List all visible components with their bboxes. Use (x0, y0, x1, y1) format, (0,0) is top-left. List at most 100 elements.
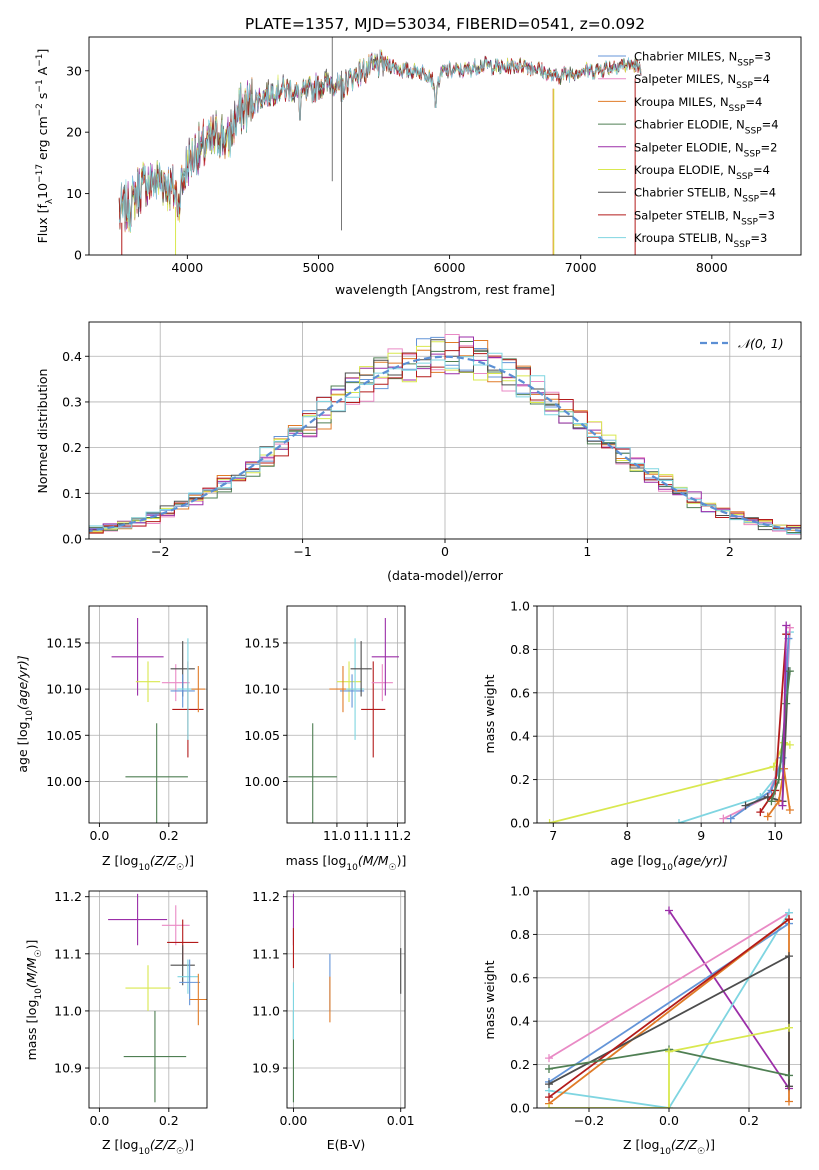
y-axis-label: Normed distribution (35, 369, 50, 494)
y-tick-label: 10.00 (46, 774, 82, 789)
weight-marker (665, 1104, 673, 1108)
x-tick-label: 5000 (303, 260, 335, 275)
x-tick-label: 0.0 (89, 1113, 109, 1128)
weight-line (549, 1026, 790, 1108)
x-axis-label: Z [log10(Z/Z☉)] (623, 1137, 715, 1157)
x-axis-label: wavelength [Angstrom, rest frame] (335, 282, 555, 297)
errorbar-point-chabrier-miles (339, 674, 365, 708)
weight-line (549, 741, 791, 823)
figure-title: PLATE=1357, MJD=53034, FIBERID=0541, z=0… (245, 15, 645, 33)
weight-line (745, 671, 790, 807)
errorbar-point-chabrier-elodie (288, 723, 337, 823)
legend-label: Kroupa MILES, NSSP=4 (634, 95, 762, 114)
legend-label: Chabrier MILES, NSSP=3 (634, 50, 771, 69)
axes-frame (286, 890, 406, 1109)
mass-vs-metallicity-panel: 0.0 0.2 10.9 11.0 11.1 11.2 Z [log10(Z/Z☉)] mas… (24, 889, 208, 1157)
y-axis-label: age [log10(age/yr)] (15, 655, 35, 772)
errorbar-point-chabrier-miles (179, 959, 201, 1006)
y-tick-label: 0.0 (510, 816, 530, 831)
x-tick-label: 7000 (565, 260, 597, 275)
y-axis-label: mass weight (482, 674, 497, 753)
spectrum-line-salpeter-elodie (118, 49, 642, 231)
weight-series-chabrier-stelib (545, 952, 793, 1091)
x-axis-label: Z [log10(Z/Z☉)] (102, 1137, 194, 1157)
y-tick-label: 1.0 (510, 599, 530, 614)
weight-marker (785, 1071, 793, 1080)
weight-marker (741, 801, 750, 810)
plot-area (89, 322, 801, 539)
spectrum-line-chabrier-stelib (118, 53, 642, 229)
x-tick-label: 8000 (696, 260, 728, 275)
errorbar-point-kroupa-stelib (177, 959, 199, 994)
spectrum-panel: 4000 5000 6000 7000 8000 0 10 20 30 Chabrier MILE… (35, 36, 802, 297)
normal-curve (89, 355, 801, 533)
spectrum-line-kroupa-stelib (118, 49, 642, 233)
y-tick-label: 0.8 (510, 642, 530, 657)
y-tick-label: 30 (66, 63, 82, 78)
weight-line (548, 918, 790, 1098)
weight-series-chabrier-elodie (767, 667, 794, 806)
weight-marker (785, 740, 794, 749)
legend-label: Salpeter STELIB, NSSP=3 (634, 208, 775, 227)
y-tick-label: 11.0 (54, 1003, 82, 1018)
plot-area (118, 37, 642, 255)
errorbar-point-kroupa-elodie (135, 661, 161, 703)
axes-frame (88, 890, 208, 1109)
legend-label: Kroupa ELODIE, NSSP=4 (634, 163, 770, 182)
y-axis-label: mass weight (482, 960, 497, 1039)
x-tick-label: −2 (151, 544, 169, 559)
y-axis-label: Flux [fλ10−17 erg cm−2 s−1 A−1] (35, 49, 55, 244)
errorbar-point-salpeter-stelib (361, 661, 386, 758)
x-axis-label: E(B-V) (327, 1137, 366, 1152)
spectrum-line-chabrier-elodie (118, 55, 642, 230)
x-tick-label: 4000 (171, 260, 203, 275)
plot-area (537, 606, 801, 823)
y-tick-label: 11.0 (252, 1003, 280, 1018)
mass-vs-ebv-panel: 0.00 0.01 10.9 11.0 11.1 11.2 E(B-V) (252, 889, 414, 1152)
y-tick-label: 20 (66, 125, 82, 140)
y-tick-label: 0.2 (510, 772, 530, 787)
x-tick-label: 0.01 (387, 1113, 415, 1128)
weight-marker (767, 797, 776, 806)
x-tick-label: −0.2 (574, 1113, 604, 1128)
x-tick-label: 11.0 (323, 828, 351, 843)
y-tick-label: 0.4 (62, 349, 82, 364)
weight-marker (785, 1097, 793, 1106)
x-axis-label: mass [log10(M/M☉)] (286, 853, 407, 873)
errorbar-point-chabrier-elodie (125, 723, 188, 823)
weight-marker (665, 906, 673, 915)
errorbar-point-salpeter-miles (371, 664, 393, 702)
errorbar-point-salpeter-elodie (108, 893, 168, 946)
weight-series-salpeter-elodie (665, 906, 793, 1093)
plot-area (89, 891, 207, 1108)
legend-label: 𝒩(0, 1) (738, 336, 784, 351)
weight-marker (545, 1054, 553, 1063)
weight-line (668, 909, 790, 1090)
y-axis-label: mass [log10(M/M☉)] (24, 940, 44, 1061)
weight-series-kroupa-elodie (545, 738, 794, 823)
weight-marker (545, 1064, 553, 1073)
errorbar-point-chabrier-stelib (170, 945, 195, 986)
weight-marker (785, 1023, 793, 1032)
weight-series-kroupa-stelib (674, 628, 794, 823)
y-tick-label: 10.05 (46, 728, 82, 743)
x-tick-label: 0.2 (739, 1113, 759, 1128)
age-vs-metallicity-panel: 0.0 0.2 10.00 10.05 10.10 10.15 Z [log10(Z/Z☉)… (15, 605, 208, 873)
residual-histogram-panel: −2 −1 0 1 2 0.0 0.1 0.2 0.3 0.4 𝒩(0, 1) (data-model… (35, 321, 802, 583)
x-tick-label: 6000 (434, 260, 466, 275)
mass-weight-vs-metallicity-panel: −0.2 0.0 0.2 0.0 0.2 0.4 0.6 0.8 1.0 Z [log10(Z/Z… (482, 884, 802, 1157)
plot-area (287, 606, 405, 823)
weight-marker (785, 952, 793, 961)
weight-series-salpeter-stelib (545, 915, 793, 1102)
y-tick-label: 0.1 (62, 486, 82, 501)
weight-marker (785, 667, 794, 676)
plot-area (89, 606, 207, 823)
y-tick-label: 0.6 (510, 685, 530, 700)
x-tick-label: 0.0 (659, 1113, 679, 1128)
weight-marker (545, 1080, 553, 1089)
y-tick-label: 1.0 (510, 884, 530, 899)
weight-line (770, 670, 791, 802)
legend-label: Salpeter MILES, NSSP=4 (634, 72, 770, 91)
weight-marker (726, 814, 735, 823)
x-tick-label: 1 (583, 544, 591, 559)
